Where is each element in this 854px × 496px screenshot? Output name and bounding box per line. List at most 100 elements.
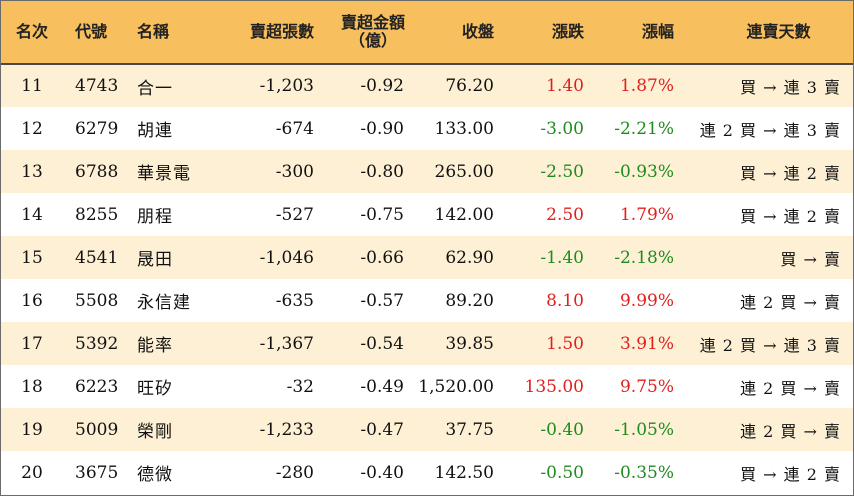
cell-change: -0.50 xyxy=(540,462,584,483)
cell-sell-lots: -527 xyxy=(275,204,314,225)
cell-rank: 14 xyxy=(21,204,43,225)
cell-code: 5009 xyxy=(75,419,119,440)
header-pct: 漲幅 xyxy=(594,1,684,65)
table-row: 12 6279 胡連 -674 -0.90 133.00 -3.00 -2.21% 連 2 買 … xyxy=(1,107,853,150)
header-close: 收盤 xyxy=(414,1,504,65)
cell-close: 39.85 xyxy=(445,333,494,354)
cell-code: 8255 xyxy=(75,204,119,225)
table-row: 15 4541 晟田 -1,046 -0.66 62.90 -1.40 -2.18% 買 → 賣 xyxy=(1,236,853,279)
cell-pct: -2.21% xyxy=(614,118,674,139)
table-row: 20 3675 德微 -280 -0.40 142.50 -0.50 -0.35% 買 → 連 … xyxy=(1,451,853,494)
cell-code: 6279 xyxy=(75,118,119,139)
cell-name: 德微 xyxy=(137,465,173,485)
cell-change: -1.40 xyxy=(540,247,584,268)
cell-close: 89.20 xyxy=(445,290,494,311)
cell-code: 6788 xyxy=(75,161,119,182)
header-streak: 連賣天數 xyxy=(684,1,853,65)
cell-sell-amount: -0.54 xyxy=(360,333,404,354)
cell-streak: 連 2 買 → 賣 xyxy=(740,378,841,398)
cell-pct: 3.91% xyxy=(619,333,674,354)
cell-rank: 15 xyxy=(21,247,43,268)
cell-change: 1.50 xyxy=(546,333,584,354)
cell-pct: -0.93% xyxy=(614,161,674,182)
cell-pct: 1.87% xyxy=(619,76,674,96)
cell-name: 永信建 xyxy=(137,293,191,313)
cell-sell-lots: -1,367 xyxy=(259,333,314,354)
cell-close: 1,520.00 xyxy=(418,376,494,397)
cell-streak: 連 2 買 → 連 3 賣 xyxy=(699,120,841,140)
cell-sell-lots: -32 xyxy=(286,376,314,397)
cell-rank: 19 xyxy=(21,419,43,440)
table-row: 16 5508 永信建 -635 -0.57 89.20 8.10 9.99% 連 2 買 → … xyxy=(1,279,853,322)
header-sell-lots: 賣超張數 xyxy=(233,1,314,65)
cell-change: 2.50 xyxy=(546,204,584,225)
header-sell-amount-line2: （億） xyxy=(348,31,397,50)
cell-name: 能率 xyxy=(137,336,173,356)
cell-sell-lots: -674 xyxy=(275,118,314,139)
header-change: 漲跌 xyxy=(504,1,594,65)
cell-rank: 17 xyxy=(21,333,43,354)
cell-change: 135.00 xyxy=(524,376,584,397)
cell-sell-amount: -0.92 xyxy=(360,76,404,96)
table-row: 14 8255 朋程 -527 -0.75 142.00 2.50 1.79% 買 → 連 2 … xyxy=(1,193,853,236)
cell-sell-lots: -300 xyxy=(275,161,314,182)
header-sell-amount-line1: 賣超金額 xyxy=(340,13,405,32)
cell-name: 華景電 xyxy=(137,164,191,184)
cell-code: 4541 xyxy=(75,247,119,268)
cell-pct: -1.05% xyxy=(614,419,674,440)
table-body: 11 4743 合一 -1,203 -0.92 76.20 1.40 1.87% 買 → 連 3… xyxy=(1,64,853,494)
cell-sell-amount: -0.47 xyxy=(360,419,404,440)
cell-sell-lots: -280 xyxy=(275,462,314,483)
cell-streak: 買 → 賣 xyxy=(780,249,841,269)
cell-name: 胡連 xyxy=(137,121,173,141)
cell-pct: 1.79% xyxy=(619,204,674,225)
cell-close: 62.90 xyxy=(445,247,494,268)
cell-close: 142.00 xyxy=(434,204,494,225)
cell-streak: 連 2 買 → 連 3 賣 xyxy=(699,335,841,355)
cell-streak: 連 2 買 → 賣 xyxy=(740,292,841,312)
cell-code: 5508 xyxy=(75,290,119,311)
table-row: 19 5009 榮剛 -1,233 -0.47 37.75 -0.40 -1.05% 連 2 買… xyxy=(1,408,853,451)
cell-close: 76.20 xyxy=(445,76,494,96)
cell-code: 5392 xyxy=(75,333,119,354)
table-row: 18 6223 旺矽 -32 -0.49 1,520.00 135.00 9.75% 連 2 買… xyxy=(1,365,853,408)
cell-change: 1.40 xyxy=(546,76,584,96)
cell-sell-lots: -1,046 xyxy=(259,247,314,268)
cell-rank: 12 xyxy=(21,118,43,139)
cell-sell-amount: -0.49 xyxy=(360,376,404,397)
table-row: 13 6788 華景電 -300 -0.80 265.00 -2.50 -0.93% 買 → 連… xyxy=(1,150,853,193)
cell-pct: -2.18% xyxy=(614,247,674,268)
cell-close: 142.50 xyxy=(434,462,494,483)
cell-sell-lots: -1,203 xyxy=(259,76,314,96)
cell-name: 合一 xyxy=(137,78,173,99)
cell-sell-lots: -1,233 xyxy=(259,419,314,440)
cell-name: 朋程 xyxy=(137,207,173,227)
cell-pct: 9.99% xyxy=(619,290,674,311)
cell-sell-amount: -0.80 xyxy=(360,161,404,182)
cell-change: -3.00 xyxy=(540,118,584,139)
cell-sell-amount: -0.40 xyxy=(360,462,404,483)
cell-change: -0.40 xyxy=(540,419,584,440)
header-row: 名次 代號 名稱 賣超張數 賣超金額 （億） 收盤 漲跌 漲幅 連賣天數 xyxy=(1,1,853,65)
cell-sell-amount: -0.57 xyxy=(360,290,404,311)
header-rank: 名次 xyxy=(1,1,63,65)
table-row: 17 5392 能率 -1,367 -0.54 39.85 1.50 3.91% 連 2 買 →… xyxy=(1,322,853,365)
cell-rank: 20 xyxy=(21,462,43,483)
cell-close: 265.00 xyxy=(434,161,494,182)
table-header: 名次 代號 名稱 賣超張數 賣超金額 （億） 收盤 漲跌 漲幅 連賣天數 xyxy=(1,1,853,65)
cell-name: 晟田 xyxy=(137,250,173,270)
cell-streak: 連 2 買 → 賣 xyxy=(740,421,841,441)
header-name: 名稱 xyxy=(133,1,233,65)
cell-rank: 16 xyxy=(21,290,43,311)
cell-streak: 買 → 連 2 賣 xyxy=(740,464,841,484)
table-row: 11 4743 合一 -1,203 -0.92 76.20 1.40 1.87% 買 → 連 3… xyxy=(1,64,853,107)
cell-rank: 13 xyxy=(21,161,43,182)
cell-close: 37.75 xyxy=(445,419,494,440)
cell-pct: 9.75% xyxy=(619,376,674,397)
header-sell-amount: 賣超金額 （億） xyxy=(314,1,414,65)
cell-change: 8.10 xyxy=(546,290,584,311)
cell-name: 旺矽 xyxy=(137,379,173,399)
cell-streak: 買 → 連 2 賣 xyxy=(740,206,841,226)
